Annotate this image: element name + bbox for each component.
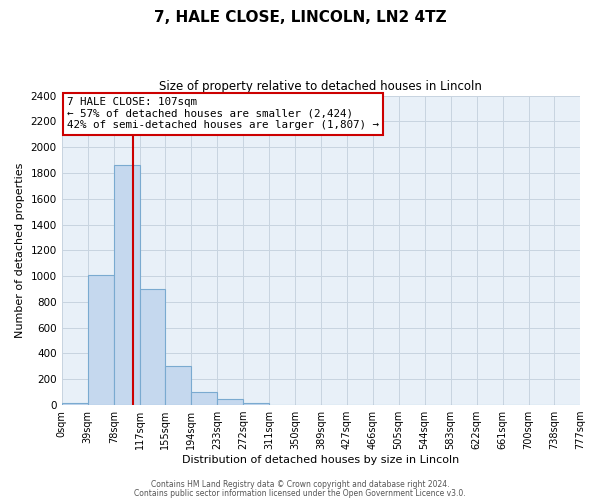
Bar [243,402,269,405]
Text: Contains public sector information licensed under the Open Government Licence v3: Contains public sector information licen… [134,488,466,498]
Text: 7, HALE CLOSE, LINCOLN, LN2 4TZ: 7, HALE CLOSE, LINCOLN, LN2 4TZ [154,10,446,25]
Bar [191,392,217,405]
Bar [114,164,140,405]
Bar [165,366,191,405]
Y-axis label: Number of detached properties: Number of detached properties [15,162,25,338]
Bar [140,289,165,405]
Bar [62,402,88,405]
Text: 7 HALE CLOSE: 107sqm
← 57% of detached houses are smaller (2,424)
42% of semi-de: 7 HALE CLOSE: 107sqm ← 57% of detached h… [67,97,379,130]
Bar [217,400,243,405]
X-axis label: Distribution of detached houses by size in Lincoln: Distribution of detached houses by size … [182,455,460,465]
Bar [88,275,114,405]
Title: Size of property relative to detached houses in Lincoln: Size of property relative to detached ho… [160,80,482,93]
Text: Contains HM Land Registry data © Crown copyright and database right 2024.: Contains HM Land Registry data © Crown c… [151,480,449,489]
